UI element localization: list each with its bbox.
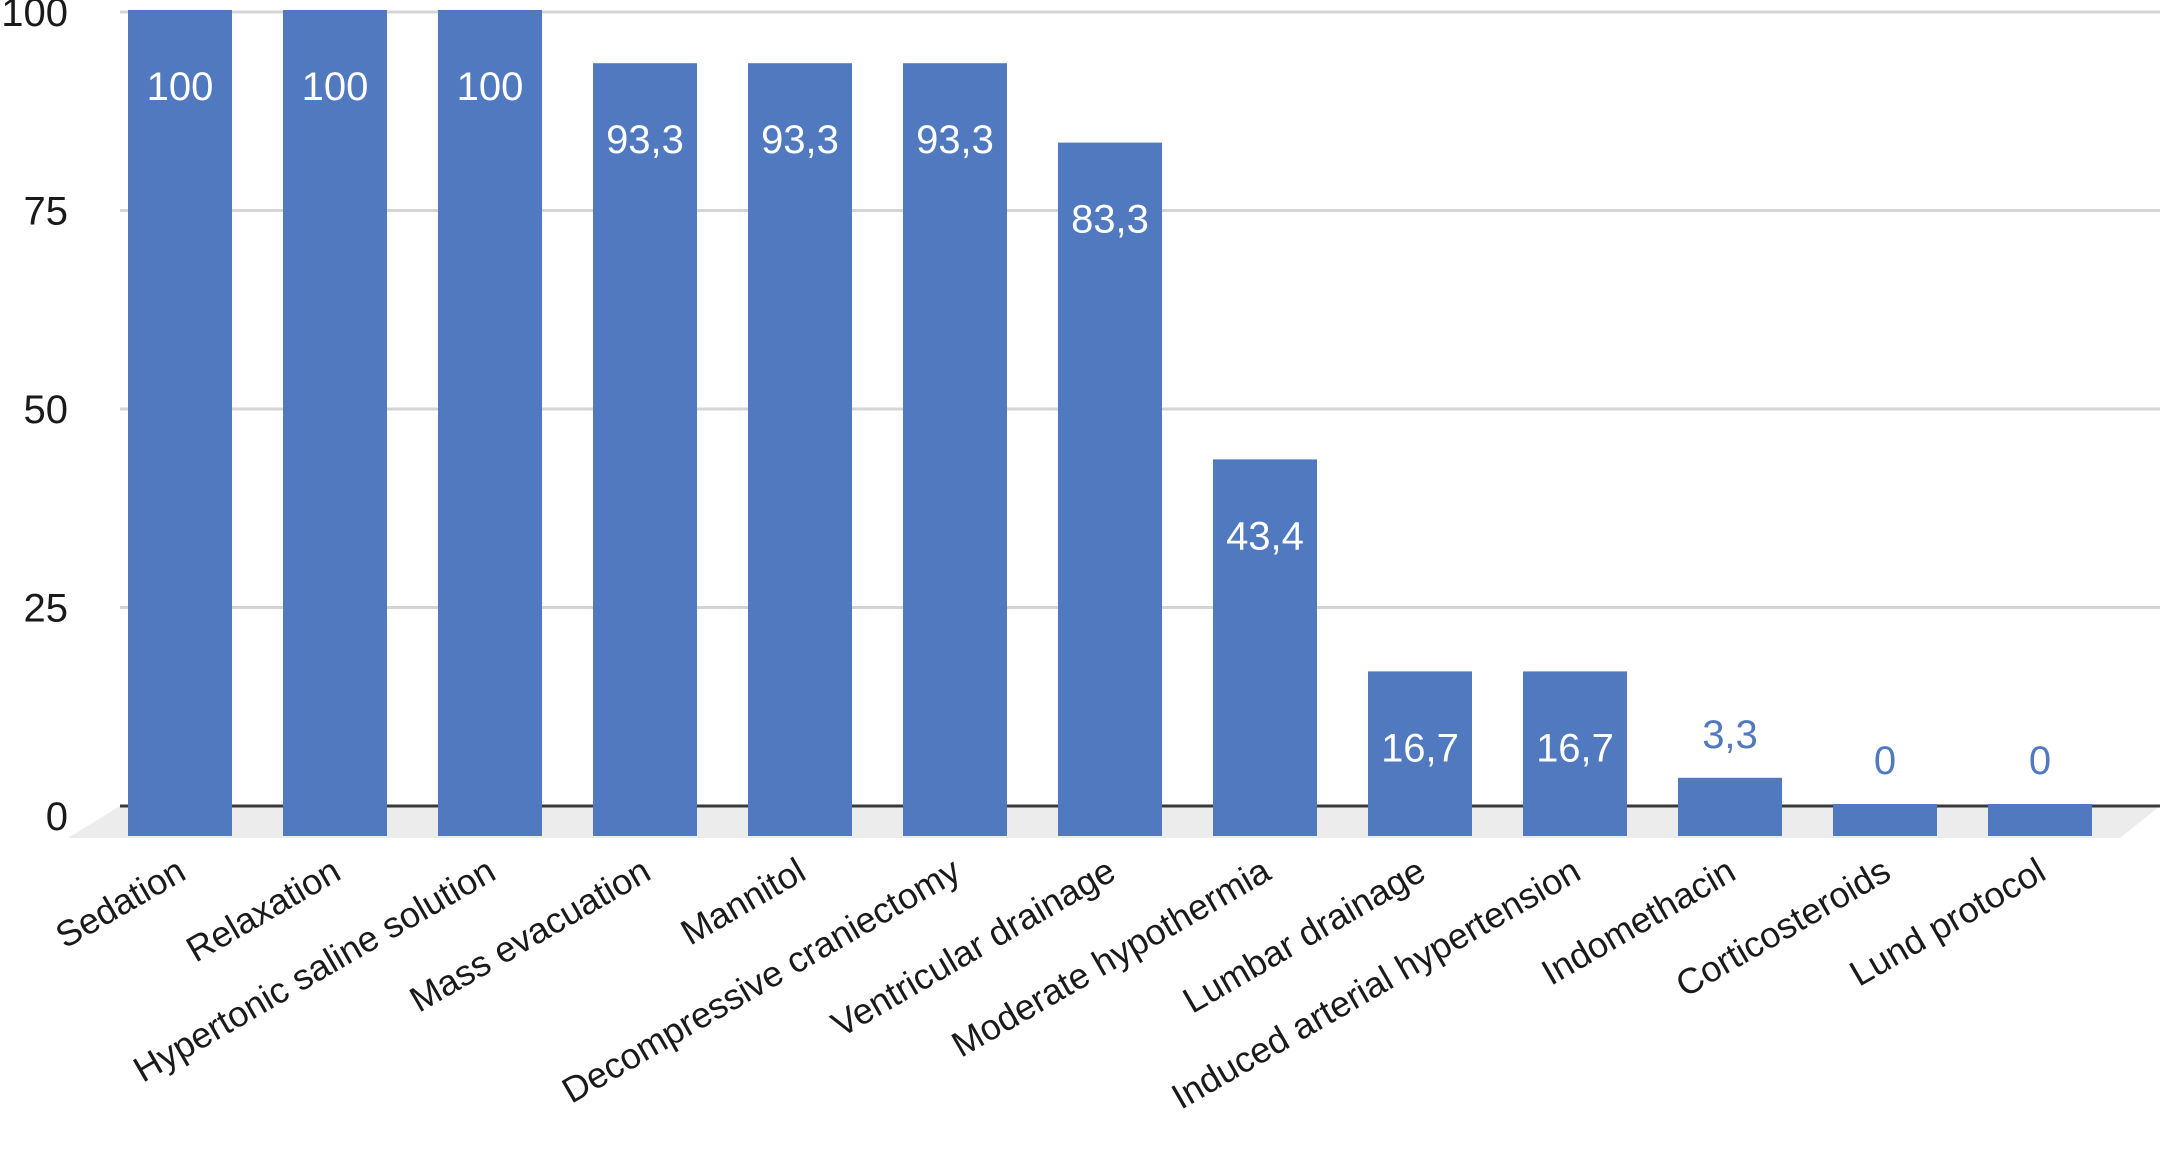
bar-4 <box>748 63 852 837</box>
data-label-12: 0 <box>2029 739 2051 783</box>
bar-2 <box>438 10 542 836</box>
y-tick-label: 100 <box>1 0 68 35</box>
bar-3 <box>593 63 697 837</box>
data-label-9: 16,7 <box>1536 726 1614 770</box>
bar-10 <box>1678 777 1782 836</box>
data-label-4: 93,3 <box>761 118 839 162</box>
data-labels: 100 100 100 93,3 93,3 93,3 83,3 43,4 16,7 16,7 3,3… <box>147 65 2052 783</box>
bar-11 <box>1833 804 1937 836</box>
y-axis-ticks: 0 25 50 75 100 <box>1 0 68 839</box>
bar-6 <box>1058 142 1162 836</box>
data-label-5: 93,3 <box>916 118 994 162</box>
bar-8 <box>1368 671 1472 836</box>
data-label-8: 16,7 <box>1381 726 1459 770</box>
data-label-6: 83,3 <box>1071 198 1149 242</box>
y-tick-label: 50 <box>24 388 69 432</box>
x-category-label-4: Mannitol <box>674 849 812 953</box>
bars <box>128 10 2092 837</box>
data-label-2: 100 <box>457 65 524 109</box>
data-label-1: 100 <box>302 65 369 109</box>
bar-9 <box>1523 671 1627 836</box>
y-tick-label: 0 <box>46 795 68 839</box>
x-category-label-0: Sedation <box>48 849 192 956</box>
bar-7 <box>1213 459 1317 836</box>
y-tick-label: 25 <box>24 587 69 631</box>
data-label-7: 43,4 <box>1226 514 1304 558</box>
y-tick-label: 75 <box>24 190 69 234</box>
bar-0 <box>128 10 232 836</box>
data-label-3: 93,3 <box>606 118 684 162</box>
data-label-0: 100 <box>147 65 214 109</box>
bar-1 <box>283 10 387 836</box>
data-label-11: 0 <box>1874 739 1896 783</box>
bar-5 <box>903 63 1007 837</box>
data-label-10: 3,3 <box>1702 713 1758 757</box>
bar-12 <box>1988 804 2092 836</box>
